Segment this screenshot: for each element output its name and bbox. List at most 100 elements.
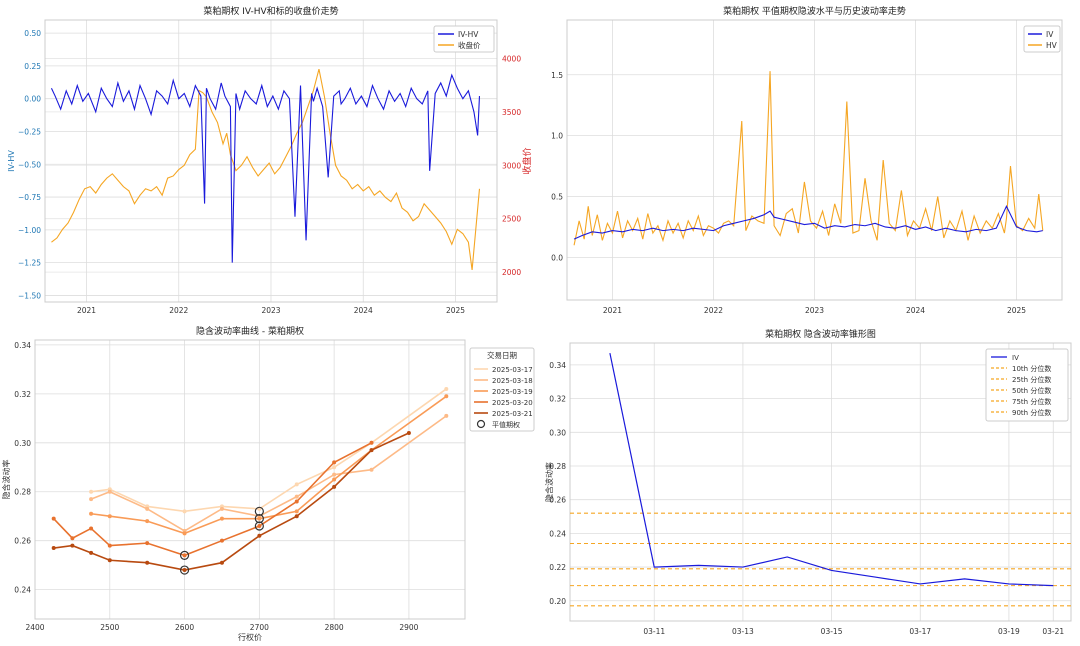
x-tick-label: 03-15 bbox=[821, 627, 843, 636]
legend-box bbox=[985, 348, 1069, 422]
x-tick-label: 2023 bbox=[261, 306, 280, 315]
y-tick-label: 0.22 bbox=[549, 563, 566, 572]
y-tick-label: 0.24 bbox=[549, 529, 566, 538]
data-point bbox=[107, 489, 112, 494]
chart-title: 菜粕期权 平值期权隐波水平与历史波动率走势 bbox=[723, 5, 906, 17]
y-tick-label: 0.5 bbox=[551, 193, 563, 202]
plot-frame bbox=[44, 19, 498, 303]
y2-tick-label: 4000 bbox=[502, 54, 521, 63]
chart-title: 隐含波动率曲线 - 菜粕期权 bbox=[196, 325, 304, 337]
data-point bbox=[182, 553, 187, 558]
data-point bbox=[107, 558, 112, 563]
series-line-iv-hv bbox=[50, 73, 481, 263]
y-tick-label: 0.26 bbox=[549, 496, 566, 505]
data-point bbox=[332, 472, 337, 477]
legend-label: 2025-03-19 bbox=[492, 388, 533, 396]
series-line-iv bbox=[573, 204, 1043, 240]
series-line-iv bbox=[609, 352, 1054, 587]
data-point bbox=[257, 524, 262, 528]
y-tick-label: 0.34 bbox=[549, 361, 566, 370]
chart-iv-cone: 0.34 0.32 0.30 0.28 0.26 0.24 0.22 0.20 03-11 03-… bbox=[544, 328, 1072, 636]
x-tick-label: 2800 bbox=[325, 623, 344, 632]
chart-title: 菜粕期权 IV-HV和标的收盘价走势 bbox=[203, 5, 338, 17]
legend-label: 2025-03-17 bbox=[492, 366, 533, 374]
data-point bbox=[145, 541, 150, 546]
y-axis-label: IV-HV bbox=[7, 150, 16, 172]
series-line-close bbox=[51, 68, 481, 271]
y-tick-label: −0.75 bbox=[18, 193, 41, 202]
y-tick-label: −0.25 bbox=[18, 127, 41, 136]
legend-label: 收盘价 bbox=[458, 40, 481, 50]
y-tick-label: −1.00 bbox=[18, 226, 41, 235]
x-tick-label: 2022 bbox=[704, 306, 723, 315]
data-point bbox=[369, 440, 374, 445]
x-tick-label: 2024 bbox=[906, 306, 925, 315]
y-tick-label: −0.50 bbox=[18, 160, 41, 169]
data-point bbox=[332, 460, 337, 465]
data-point bbox=[89, 526, 94, 531]
x-tick-label: 03-13 bbox=[732, 627, 754, 636]
data-point bbox=[107, 543, 112, 548]
y-tick-label: 0.30 bbox=[549, 428, 566, 437]
legend-label: IV-HV bbox=[458, 30, 479, 39]
y-tick-label: 0.00 bbox=[24, 95, 41, 104]
y2-axis-label: 收盘价 bbox=[521, 147, 533, 174]
x-tick-label: 2021 bbox=[603, 306, 622, 315]
y-tick-label: 0.28 bbox=[14, 488, 31, 497]
legend-label: 50th 分位数 bbox=[1012, 386, 1051, 395]
y2-tick-label: 3000 bbox=[502, 161, 521, 170]
y-tick-label: −1.25 bbox=[18, 259, 41, 268]
x-tick-label: 2400 bbox=[25, 623, 44, 632]
chart-title: 菜粕期权 隐含波动率锥形图 bbox=[765, 328, 876, 340]
data-point bbox=[51, 516, 56, 521]
data-point bbox=[294, 514, 299, 519]
y-tick-label: 0.50 bbox=[24, 29, 41, 38]
data-point bbox=[145, 560, 150, 565]
x-tick-label: 03-19 bbox=[998, 627, 1020, 636]
data-point bbox=[332, 477, 337, 482]
atm-marker bbox=[254, 506, 264, 516]
y-tick-label: 1.5 bbox=[551, 71, 563, 80]
legend-label: 2025-03-21 bbox=[492, 410, 533, 418]
y-tick-label: 0.26 bbox=[14, 537, 31, 546]
legend: IV 10th 分位数 25th 分位数 50th 分位数 75th 分位数 90th 分… bbox=[985, 348, 1069, 422]
data-point bbox=[369, 448, 374, 453]
y2-tick-label: 2500 bbox=[502, 215, 521, 224]
x-tick-label: 2700 bbox=[250, 623, 269, 632]
legend-label: 25th 分位数 bbox=[1012, 375, 1051, 384]
y-tick-label: 0.0 bbox=[551, 253, 563, 262]
x-tick-label: 2022 bbox=[169, 306, 188, 315]
x-axis-label: 行权价 bbox=[238, 632, 262, 642]
plot-frame bbox=[569, 342, 1072, 622]
data-point bbox=[332, 484, 337, 489]
data-point bbox=[444, 394, 449, 399]
data-point bbox=[182, 568, 187, 573]
data-point bbox=[294, 499, 299, 504]
data-point bbox=[219, 538, 224, 543]
data-point bbox=[51, 546, 56, 551]
legend-label: IV bbox=[1012, 354, 1019, 362]
y-tick-label: 0.32 bbox=[549, 395, 566, 404]
x-tick-label: 2021 bbox=[77, 306, 96, 315]
y-tick-label: 0.32 bbox=[14, 390, 31, 399]
data-point bbox=[294, 509, 299, 514]
x-tick-label: 2600 bbox=[175, 623, 194, 632]
data-point bbox=[406, 431, 411, 435]
atm-marker bbox=[254, 521, 264, 531]
data-point bbox=[70, 543, 75, 548]
atm-marker bbox=[179, 550, 190, 560]
data-point bbox=[219, 516, 224, 521]
data-point bbox=[369, 467, 374, 472]
legend-atm-swatch bbox=[476, 419, 486, 429]
legend-label: HV bbox=[1046, 41, 1058, 50]
y-tick-label: 0.30 bbox=[14, 439, 31, 448]
atm-marker bbox=[254, 514, 264, 524]
data-point bbox=[444, 386, 449, 391]
data-point bbox=[294, 494, 299, 499]
legend-label: 2025-03-18 bbox=[492, 377, 533, 385]
data-point bbox=[219, 560, 224, 565]
data-point bbox=[257, 533, 262, 538]
atm-marker bbox=[179, 565, 190, 575]
y-axis-label: 隐含波动率 bbox=[544, 462, 554, 502]
series-line bbox=[90, 395, 447, 535]
